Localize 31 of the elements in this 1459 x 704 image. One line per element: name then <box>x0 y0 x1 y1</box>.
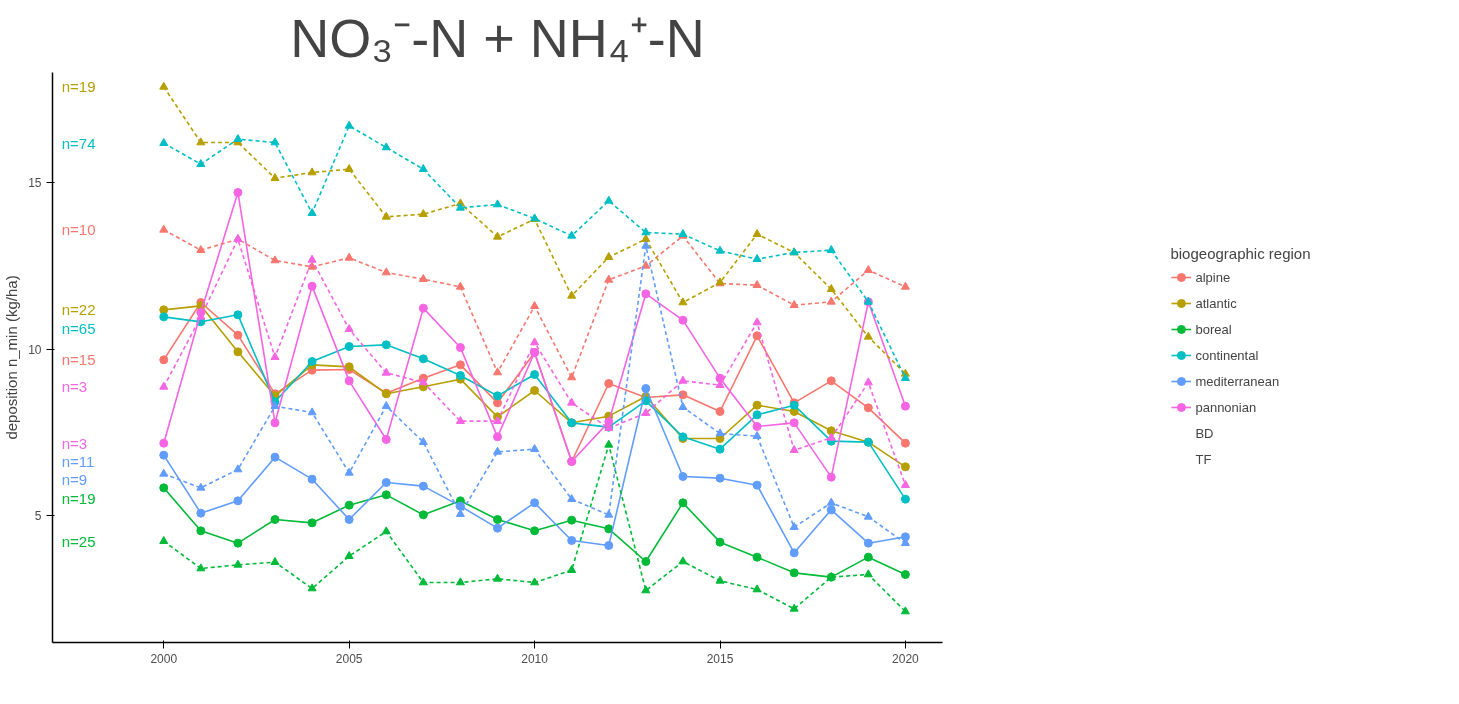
annotation: n=25 <box>61 532 96 550</box>
annotation: n=74 <box>61 134 96 152</box>
annotation: n=15 <box>61 351 96 369</box>
annotation: n=65 <box>61 319 96 337</box>
annotation: n=22 <box>61 301 96 319</box>
text: BD <box>1195 425 1215 441</box>
annotation: n=10 <box>61 221 96 239</box>
x-tick-label: 2000 <box>150 651 178 666</box>
annotation: n=9 <box>61 471 88 489</box>
legend-label: pannonian <box>1195 399 1257 415</box>
y-tick-label: 15 <box>28 176 42 190</box>
annotation: n=3 <box>61 434 88 452</box>
y-tick-label: 10 <box>28 342 42 357</box>
x-tick-label: 2005 <box>335 651 363 666</box>
text: TF <box>1195 451 1213 467</box>
legend-label: boreal <box>1195 321 1232 337</box>
annotation: n=19 <box>61 78 96 96</box>
y-tick-label: 5 <box>34 509 42 524</box>
legend-title: biogeographic region <box>1170 245 1311 262</box>
legend-label: atlantic <box>1195 295 1237 311</box>
legend-label: mediterranean <box>1195 373 1280 389</box>
annotation: n=11 <box>61 453 95 470</box>
annotation: n=19 <box>61 489 96 507</box>
x-tick-label: 2020 <box>892 651 920 666</box>
x-tick-label: 2010 <box>521 651 549 666</box>
legend-label: continental <box>1195 347 1259 363</box>
chart-title: NO₃⁻-N + NH₄⁺-N <box>290 7 705 68</box>
legend-label: alpine <box>1195 269 1231 285</box>
annotation: n=3 <box>61 378 88 396</box>
y-axis-title: deposition n_min (kg/ha) <box>3 275 21 440</box>
x-tick-label: 2015 <box>706 651 734 666</box>
